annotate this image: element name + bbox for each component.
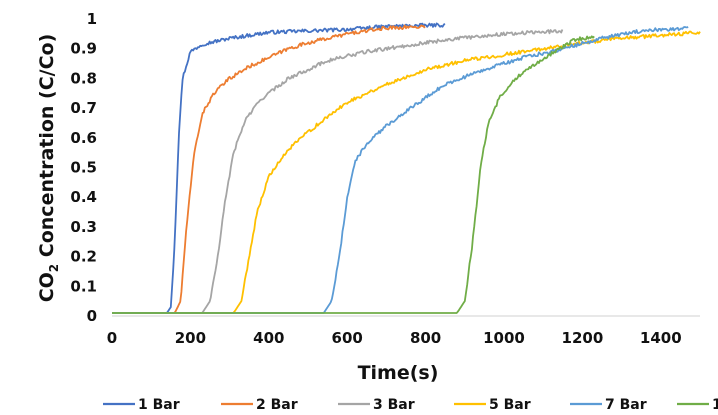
- y-axis-title-subscript: 2: [47, 264, 61, 272]
- y-tick-label: 0.2: [70, 248, 97, 266]
- x-tick-label: 200: [175, 329, 206, 347]
- x-tick-label: 1200: [562, 329, 604, 347]
- y-axis-title: CO2 Concentration (C/Co): [36, 34, 61, 303]
- y-tick-label: 0.3: [70, 218, 97, 236]
- y-axis-title-rest: Concentration (C/Co): [36, 34, 58, 264]
- x-tick-label: 0: [107, 329, 117, 347]
- y-tick-label: 0.7: [70, 99, 97, 117]
- y-tick-label: 0.8: [70, 69, 97, 87]
- y-tick-label: 0.9: [70, 40, 97, 58]
- y-tick-label: 0: [87, 307, 97, 325]
- x-tick-label: 400: [253, 329, 284, 347]
- legend-label: 10 Bar: [712, 397, 718, 413]
- legend-label: 3 Bar: [373, 397, 415, 413]
- y-axis-title-co: CO: [36, 272, 58, 302]
- legend-label: 2 Bar: [256, 397, 298, 413]
- legend-label: 1 Bar: [138, 397, 180, 413]
- x-tick-label: 1400: [640, 329, 682, 347]
- y-tick-label: 0.6: [70, 129, 97, 147]
- x-tick-label: 600: [332, 329, 363, 347]
- y-tick-label: 0.5: [70, 159, 97, 177]
- x-tick-label: 800: [410, 329, 441, 347]
- y-axis-ticks: 0 0.1 0.2 0.3 0.4 0.5 0.6 0.7 0.8 0.9 1: [70, 10, 97, 325]
- legend-label: 7 Bar: [605, 397, 647, 413]
- x-tick-label: 1000: [483, 329, 525, 347]
- y-tick-label: 1: [87, 10, 97, 28]
- y-tick-label: 0.1: [70, 277, 97, 295]
- x-axis-title: Time(s): [358, 362, 439, 384]
- legend-label: 5 Bar: [489, 397, 531, 413]
- y-tick-label: 0.4: [70, 188, 97, 206]
